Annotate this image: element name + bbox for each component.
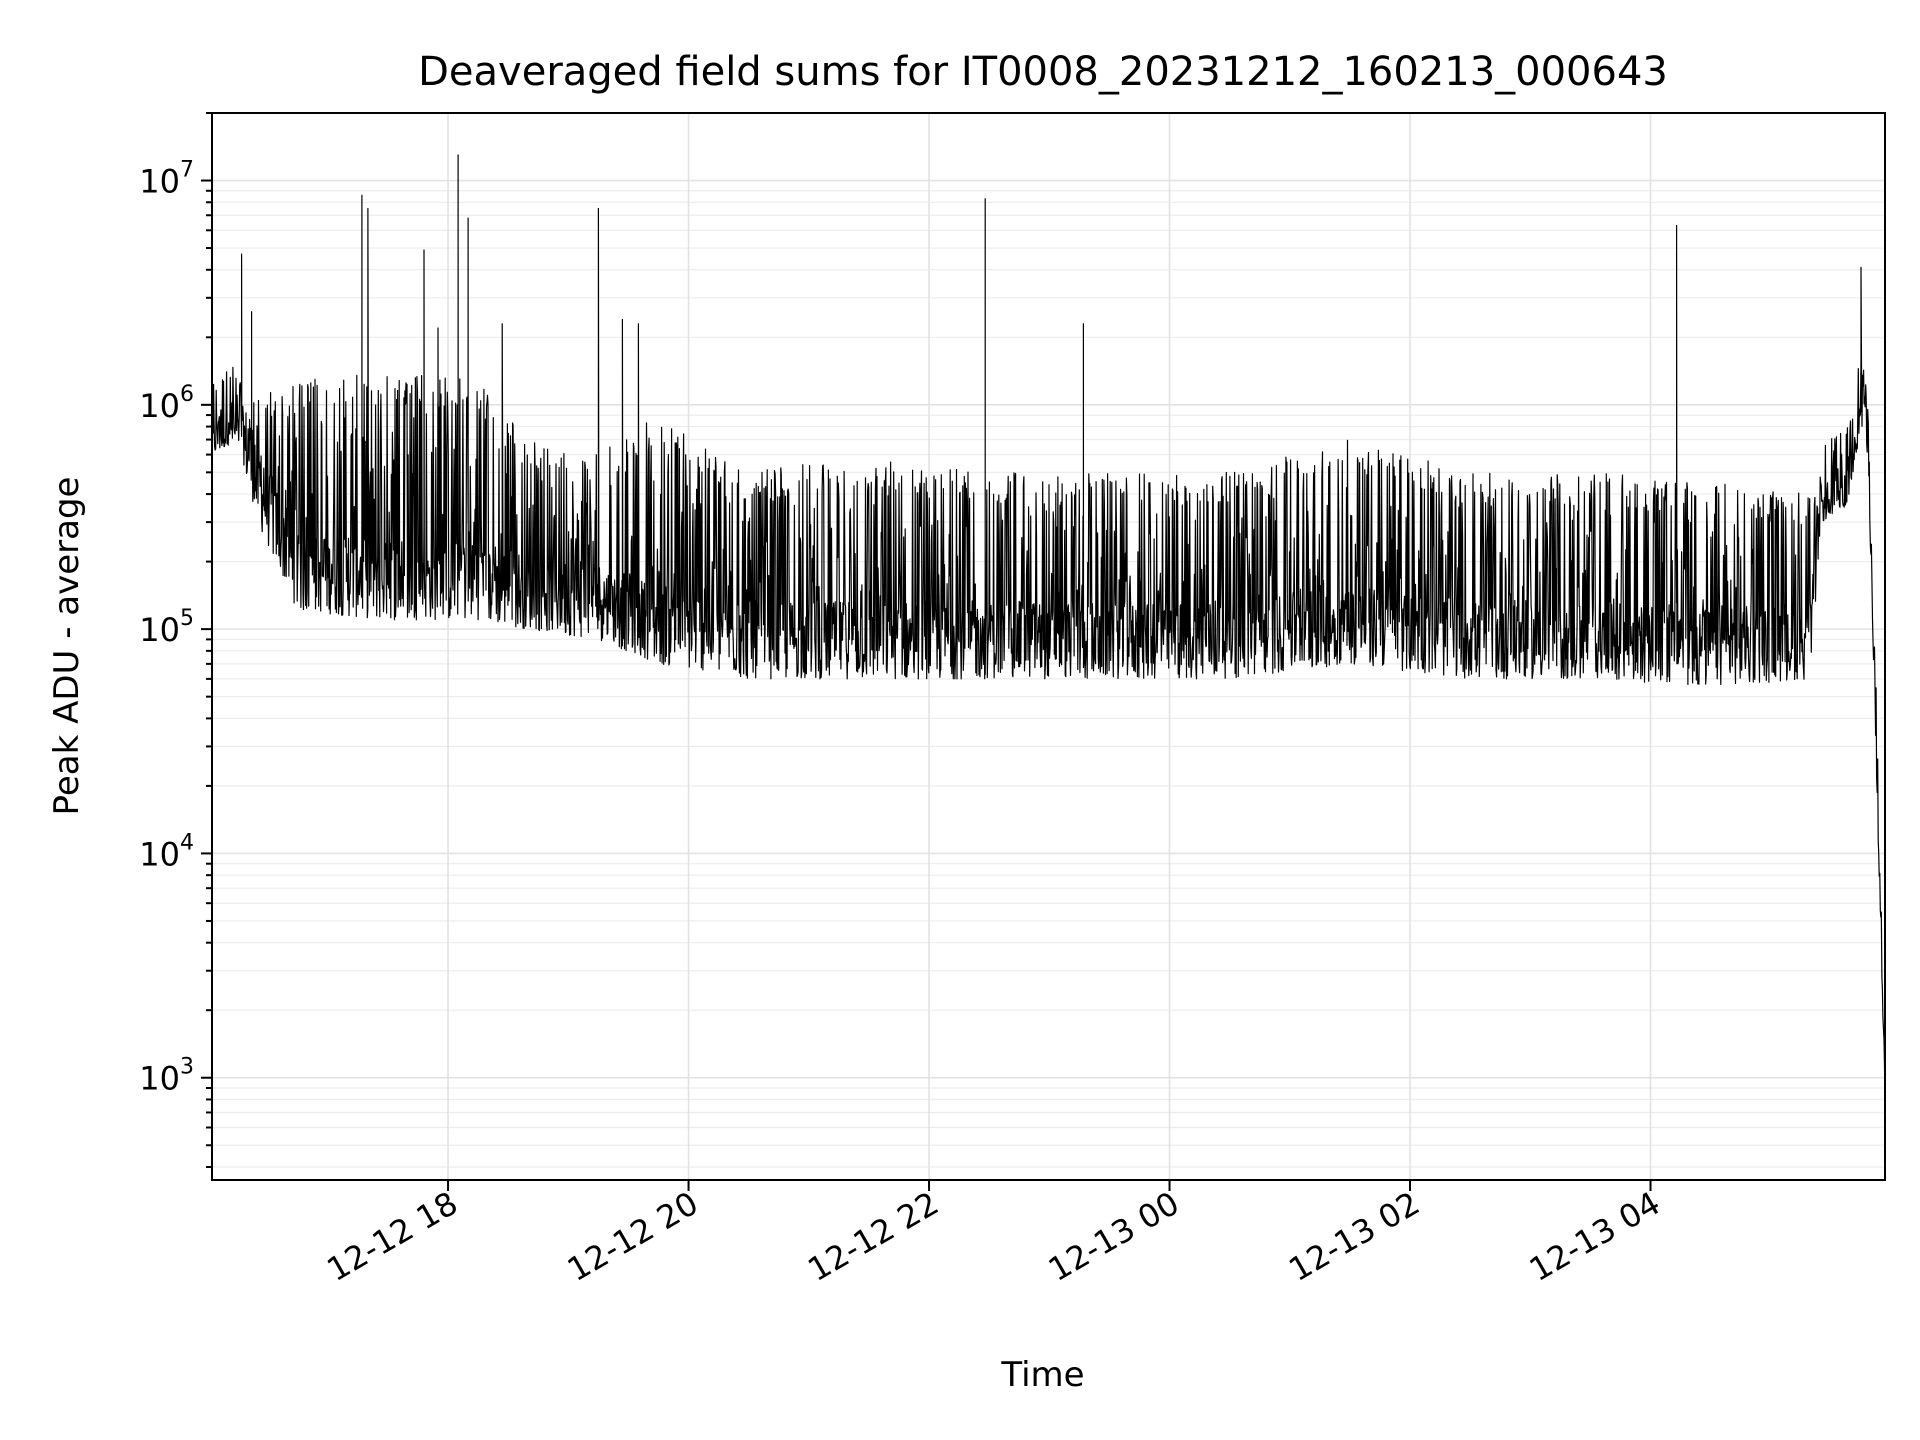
plot-frame	[211, 112, 1886, 1181]
x-axis: 12-12 18 12-12 20 12-12 22 12-13 00 12-13 02…	[320, 1180, 1667, 1289]
x-tick-label: 12-12 18	[320, 1184, 464, 1289]
chart-title: Deaveraged field sums for IT0008_2023121…	[418, 49, 1668, 95]
y-tick-label: 106	[139, 382, 194, 425]
x-tick-label: 12-12 22	[801, 1184, 945, 1289]
x-tick-label: 12-13 00	[1042, 1184, 1186, 1289]
x-tick-label: 12-13 02	[1282, 1184, 1426, 1289]
y-axis-label: Peak ADU - average	[47, 477, 87, 816]
y-tick-label: 105	[139, 606, 194, 649]
y-tick-label: 107	[139, 158, 194, 201]
y-axis: 103 104 105 106 107	[139, 112, 212, 1168]
series-line	[211, 154, 1886, 1108]
series-layer	[211, 154, 1886, 1108]
x-tick-label: 12-12 20	[561, 1184, 705, 1289]
x-tick-label: 12-13 04	[1523, 1184, 1667, 1289]
y-tick-label: 104	[139, 830, 194, 873]
y-tick-label: 103	[139, 1055, 194, 1098]
x-axis-label: Time	[1000, 1355, 1084, 1395]
